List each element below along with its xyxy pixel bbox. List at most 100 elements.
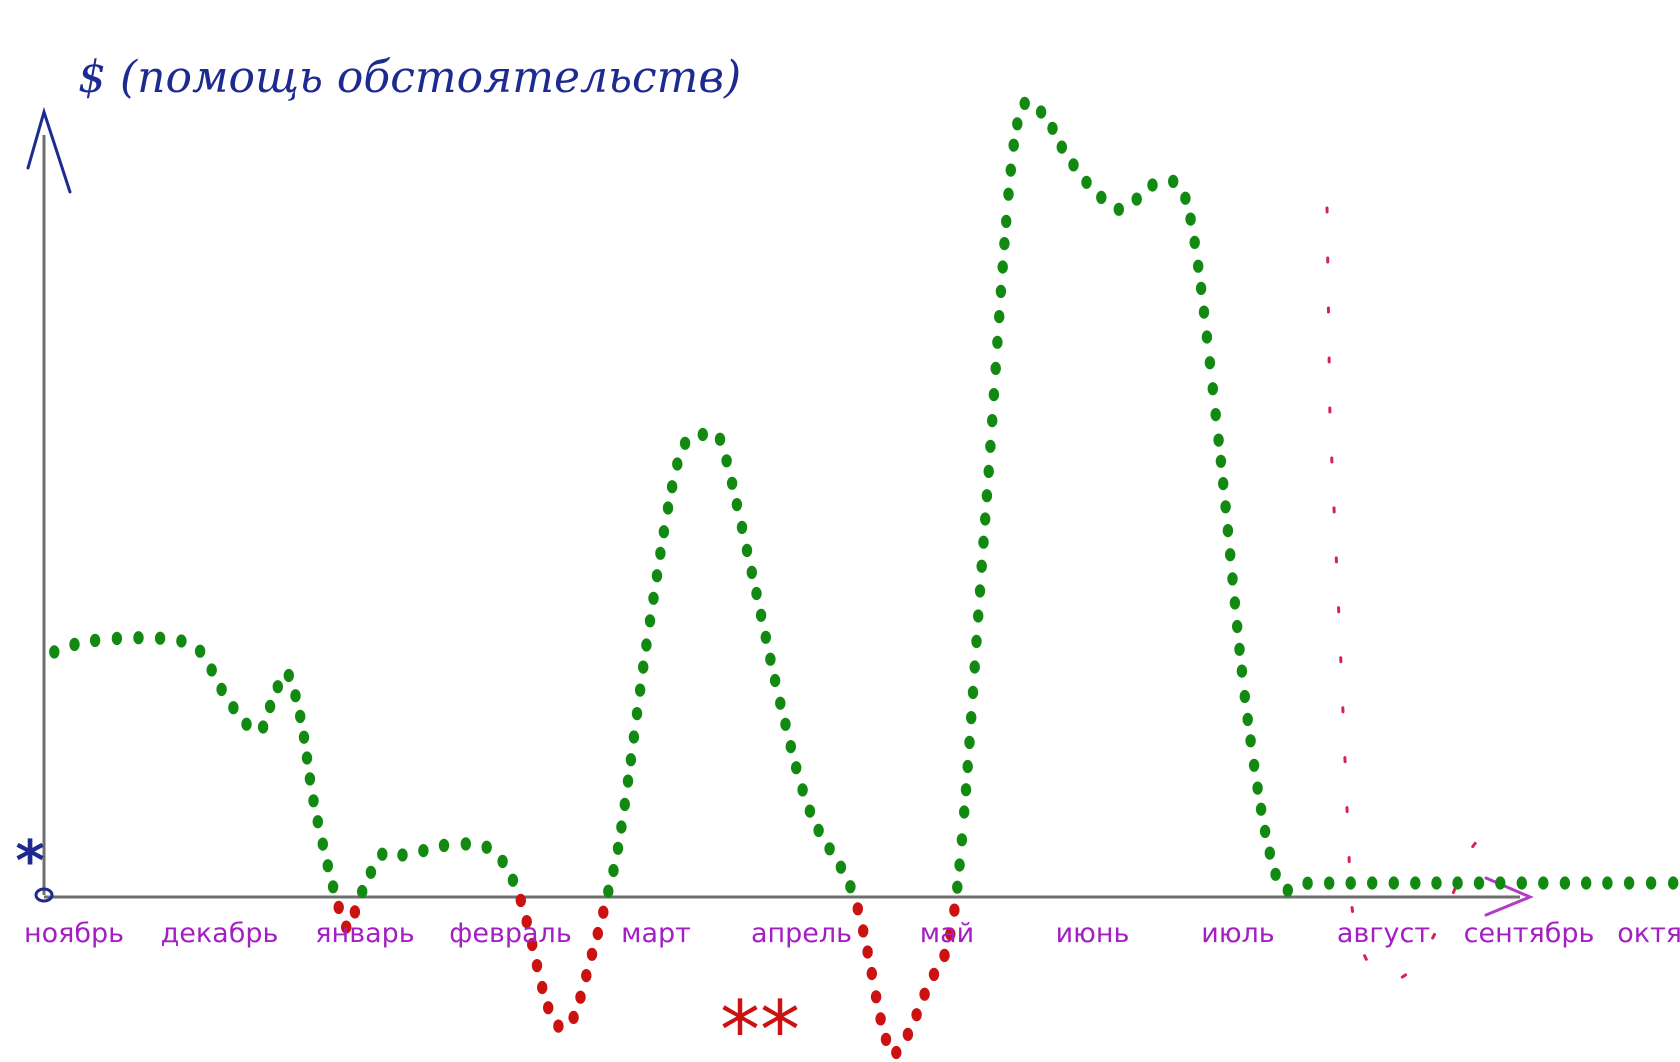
data-point (999, 237, 1010, 251)
data-point (1259, 824, 1271, 839)
data-point (322, 859, 333, 873)
data-point (697, 427, 708, 442)
data-point (974, 584, 986, 598)
data-point (365, 865, 377, 879)
chart-title: $ (помощь обстоятельств) (78, 52, 741, 103)
data-point (628, 730, 640, 744)
data-point (357, 884, 368, 899)
data-point (1035, 105, 1047, 119)
data-point (1213, 433, 1224, 447)
data-point (1204, 356, 1216, 370)
data-point (726, 476, 738, 490)
data-point (1345, 876, 1356, 890)
data-point (531, 959, 543, 973)
data-point (327, 880, 339, 894)
data-point (272, 680, 283, 694)
data-point (919, 987, 930, 1001)
projection-line (1325, 206, 1497, 982)
data-point (971, 634, 982, 649)
data-point (760, 630, 771, 644)
data-point (1495, 876, 1506, 890)
data-point (1081, 175, 1092, 189)
data-point (295, 709, 306, 724)
data-point (1147, 178, 1158, 192)
data-point (460, 837, 471, 851)
data-point (1198, 305, 1210, 319)
x-tick-label: июнь (1056, 918, 1130, 949)
data-point (619, 797, 630, 812)
data-point (1255, 802, 1267, 816)
data-point (631, 707, 643, 721)
data-point (962, 759, 973, 774)
data-point (581, 969, 592, 983)
data-point (870, 990, 882, 1004)
data-point (1452, 876, 1463, 890)
data-point (1131, 192, 1142, 206)
data-point (1252, 781, 1263, 795)
y-axis-arrow (26, 106, 72, 194)
data-point (290, 689, 301, 703)
data-point (49, 645, 60, 659)
series-dots (49, 96, 1679, 1060)
data-point (1242, 712, 1253, 727)
data-point (1180, 191, 1191, 205)
data-point (1645, 876, 1657, 890)
data-point (1008, 138, 1019, 152)
data-point (1168, 174, 1179, 188)
data-point (679, 436, 691, 450)
data-point (283, 668, 294, 683)
data-point (1218, 477, 1229, 491)
data-point (804, 804, 816, 818)
data-point (714, 432, 726, 446)
data-point (641, 638, 652, 652)
data-point (651, 569, 663, 583)
data-point (507, 873, 519, 887)
data-point (568, 1010, 579, 1024)
data-point (967, 685, 979, 700)
x-tick-label: июль (1201, 918, 1274, 949)
data-point (880, 1032, 892, 1046)
data-point (612, 841, 624, 855)
origin-marker (34, 887, 54, 903)
x-tick-label: сентябрь (1464, 918, 1595, 949)
data-point (902, 1027, 914, 1041)
data-point (755, 608, 767, 622)
data-point (1229, 596, 1241, 610)
data-point (987, 414, 998, 428)
data-point (1538, 876, 1549, 890)
data-point (638, 660, 649, 674)
data-point (1516, 876, 1528, 890)
data-point (341, 920, 352, 934)
data-point (791, 761, 802, 775)
data-point (481, 840, 492, 854)
data-point (960, 783, 972, 797)
data-point (1410, 876, 1421, 890)
month-labels: ноябрь декабрь январь февраль март апрель май и… (24, 918, 1680, 949)
data-point (616, 820, 627, 834)
x-tick-label: май (920, 918, 974, 949)
data-point (780, 717, 791, 731)
data-point (949, 903, 960, 917)
data-point (952, 880, 963, 894)
data-point (1245, 734, 1256, 748)
data-point (216, 682, 227, 697)
data-point (154, 631, 166, 645)
data-point (862, 945, 873, 959)
data-point (1047, 121, 1058, 135)
data-point (845, 880, 856, 894)
data-point (397, 848, 408, 862)
data-point (813, 823, 824, 838)
data-point (835, 860, 847, 874)
data-point (966, 711, 977, 725)
data-point (1270, 867, 1281, 881)
data-point (990, 361, 1001, 375)
data-point (721, 454, 732, 468)
data-point (133, 631, 144, 645)
data-point (1207, 382, 1219, 396)
data-point (603, 884, 614, 898)
data-point (1388, 876, 1400, 890)
data-point (746, 565, 757, 580)
data-point (1215, 454, 1227, 468)
data-point (497, 854, 508, 869)
data-point (644, 614, 656, 628)
